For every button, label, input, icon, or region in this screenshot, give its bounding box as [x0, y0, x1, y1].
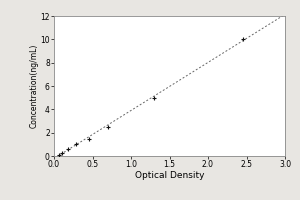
Point [73, 143, 78, 146]
Y-axis label: Concentration(ng/mL): Concentration(ng/mL) [30, 44, 39, 128]
Point [86, 137, 91, 140]
Point [59, 151, 64, 154]
Point [65, 147, 70, 151]
X-axis label: Optical Density: Optical Density [135, 171, 204, 180]
Point [56, 153, 61, 156]
Point [152, 96, 157, 99]
Point [106, 125, 110, 128]
Point [240, 38, 245, 41]
